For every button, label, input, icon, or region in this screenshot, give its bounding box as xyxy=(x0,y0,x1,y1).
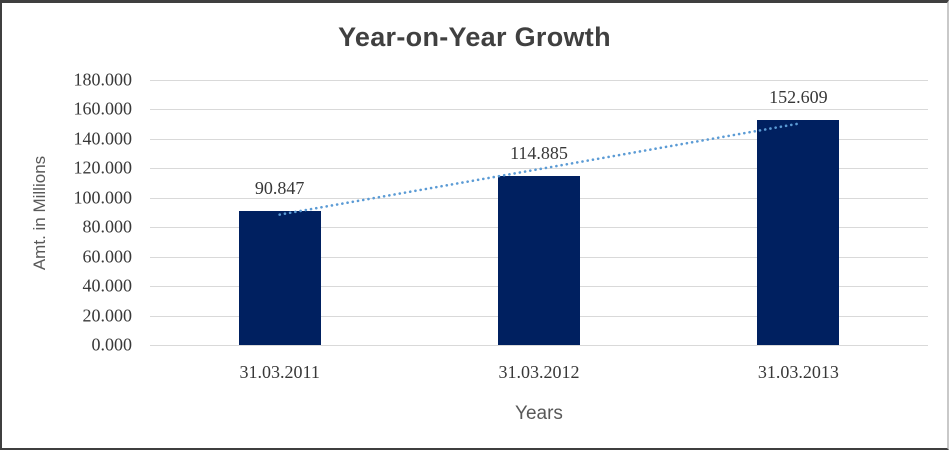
gridline xyxy=(150,80,928,81)
bar-data-label: 90.847 xyxy=(254,178,305,199)
gridline xyxy=(150,345,928,346)
y-tick-label: 60.000 xyxy=(82,246,133,267)
x-tick-label: 31.03.2012 xyxy=(498,362,580,382)
x-axis-title: Years xyxy=(515,403,563,424)
y-axis-tick-labels: 180.000 160.000 140.000 120.000 100.000 80.00… xyxy=(2,70,134,355)
bar xyxy=(757,120,840,345)
chart-title: Year-on-Year Growth xyxy=(338,22,611,52)
x-tick-label: 31.03.2011 xyxy=(239,362,320,382)
bar xyxy=(498,175,580,345)
gridline xyxy=(150,109,928,111)
y-tick-label: 20.000 xyxy=(82,305,133,326)
bar-data-label: 152.609 xyxy=(769,87,828,108)
y-tick-label: 0.000 xyxy=(91,334,133,355)
y-tick-label: 40.000 xyxy=(82,275,133,296)
y-tick-label: 140.000 xyxy=(73,128,133,149)
y-tick-label: 180.000 xyxy=(73,69,133,90)
x-axis-tick-labels: 31.03.2011 31.03.2012 31.03.2013 xyxy=(150,362,928,388)
y-tick-label: 80.000 xyxy=(82,216,133,237)
x-tick-label: 31.03.2013 xyxy=(757,362,839,382)
bar-data-label: 114.885 xyxy=(510,142,568,163)
y-tick-label: 100.000 xyxy=(73,187,133,208)
plot-area: 90.847 114.885 152.609 xyxy=(150,80,928,346)
bar xyxy=(238,211,321,345)
y-tick-label: 160.000 xyxy=(73,98,133,119)
y-tick-label: 120.000 xyxy=(73,157,133,178)
